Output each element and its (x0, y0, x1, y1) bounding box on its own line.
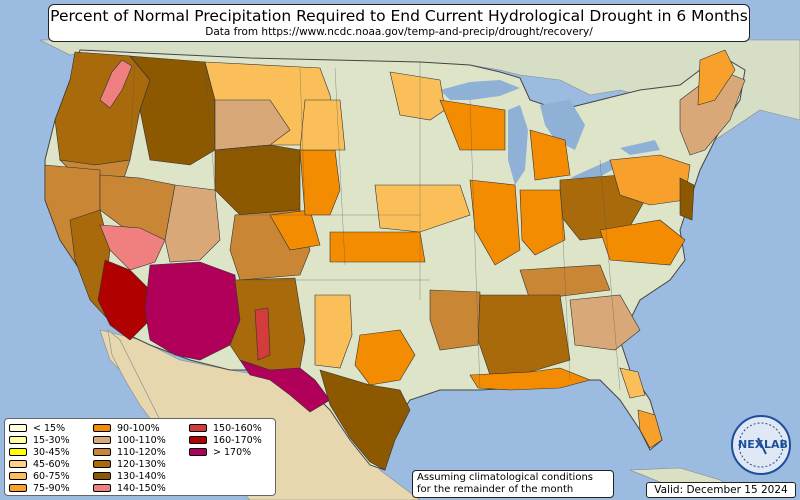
legend-swatch (9, 484, 27, 492)
region-tx-brown (319, 369, 411, 471)
lake-superior (440, 80, 520, 100)
legend-label: > 170% (213, 446, 252, 458)
map-subtitle: Data from https://www.ncdc.noaa.gov/temp… (205, 26, 593, 38)
region-maine-orange (697, 49, 736, 106)
region-nj (679, 177, 695, 221)
legend-swatch (189, 424, 207, 432)
region-nv-pink (99, 224, 166, 271)
legend-label: 140-150% (117, 482, 166, 494)
legend-swatch (9, 424, 27, 432)
map-title: Percent of Normal Precipitation Required… (50, 7, 748, 25)
region-fl-south (637, 409, 663, 449)
legend-label: < 15% (33, 422, 66, 434)
region-ia-orange (374, 184, 471, 233)
region-socal-red (97, 259, 151, 341)
title-box: Percent of Normal Precipitation Required… (48, 4, 750, 42)
legend-swatch (9, 472, 27, 480)
region-ks-orange (329, 231, 426, 263)
region-tx-west (239, 359, 331, 413)
legend-swatch (93, 484, 111, 492)
legend-label: 150-160% (213, 422, 262, 434)
legend-swatch (93, 436, 111, 444)
region-mt-tan (214, 99, 291, 151)
legend-item: 75-90% (9, 482, 93, 494)
legend-item: 130-140% (93, 470, 189, 482)
legend-grid: < 15% 15-30% 30-45% 45-60% 60-75% 75-90% 90-10… (9, 422, 271, 494)
legend-swatch (9, 436, 27, 444)
region-wi-orange (439, 99, 506, 151)
legend-label: 15-30% (33, 434, 70, 446)
legend-item: < 15% (9, 422, 93, 434)
legend-swatch (189, 448, 207, 456)
legend-item: 150-160% (189, 422, 273, 434)
region-tx-orange2 (354, 329, 416, 386)
region-ne-orange (299, 149, 341, 216)
legend-swatch (93, 448, 111, 456)
legend-label: 90-100% (117, 422, 160, 434)
legend-item: 110-120% (93, 446, 189, 458)
legend-item: 45-60% (9, 458, 93, 470)
legend-item: > 170% (189, 446, 273, 458)
region-az (144, 261, 241, 361)
nex-lab-logo: NEX LAB (731, 415, 791, 475)
legend-label: 60-75% (33, 470, 70, 482)
legend-swatch (93, 472, 111, 480)
lake-michigan (508, 105, 528, 185)
legend-item: 120-130% (93, 458, 189, 470)
legend-label: 130-140% (117, 470, 166, 482)
legend-item: 160-170% (189, 434, 273, 446)
legend-item: 100-110% (93, 434, 189, 446)
logo-text-right: LAB (764, 438, 788, 451)
lake-huron (540, 100, 585, 150)
region-ar-la (429, 289, 481, 351)
region-sd-orange (299, 99, 346, 151)
region-tx-orange (314, 294, 353, 369)
logo-text-left: NEX (738, 438, 764, 451)
legend-swatch (189, 436, 207, 444)
region-nm-red (254, 307, 271, 361)
legend-swatch (9, 460, 27, 468)
legend-swatch (93, 424, 111, 432)
region-in-orange (519, 189, 566, 256)
region-co-orange (269, 209, 321, 251)
region-ms-al (477, 294, 571, 376)
region-mn-orange (389, 71, 446, 121)
region-gulf-orange (469, 367, 591, 391)
legend-swatch (9, 448, 27, 456)
region-wa-pink (99, 59, 133, 109)
legend-item: 15-30% (9, 434, 93, 446)
legend-label: 120-130% (117, 458, 166, 470)
legend-label: 45-60% (33, 458, 70, 470)
note-line-1: Assuming climatological conditions (417, 472, 593, 483)
legend-label: 100-110% (117, 434, 166, 446)
legend-label: 110-120% (117, 446, 166, 458)
legend-item: 140-150% (93, 482, 189, 494)
legend: < 15% 15-30% 30-45% 45-60% 60-75% 75-90% 90-10… (4, 418, 276, 496)
note-box: Assuming climatological conditions for t… (412, 470, 614, 498)
legend-item: 60-75% (9, 470, 93, 482)
legend-swatch (93, 460, 111, 468)
legend-label: 160-170% (213, 434, 262, 446)
note-line-2: for the remainder of the month (417, 484, 574, 495)
region-fl-orange (619, 367, 646, 399)
valid-date: Valid: December 15 2024 (646, 482, 796, 498)
legend-label: 30-45% (33, 446, 70, 458)
region-mi-orange (529, 129, 571, 181)
lake-ontario (620, 140, 660, 155)
legend-item: 90-100% (93, 422, 189, 434)
state-borders (129, 57, 621, 391)
legend-label: 75-90% (33, 482, 70, 494)
legend-item: 30-45% (9, 446, 93, 458)
